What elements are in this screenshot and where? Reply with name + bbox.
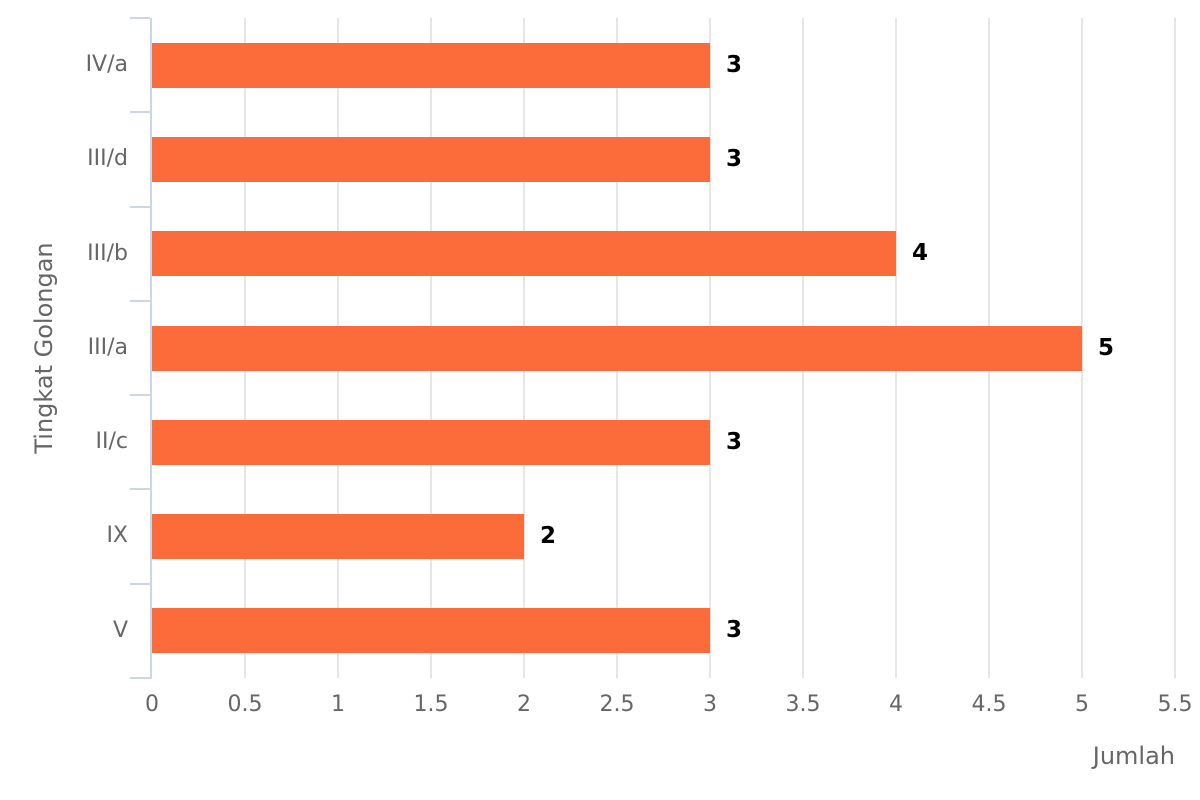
y-axis-category-label: III/b	[87, 240, 128, 266]
bar-value-label: 3	[726, 617, 743, 644]
x-axis-tick-label: 1	[331, 692, 345, 717]
x-axis-tick-label: 5	[1075, 692, 1089, 717]
bar-II-c[interactable]	[152, 419, 710, 465]
bar-value-label: 5	[1098, 334, 1115, 361]
x-axis-tick-label: 5.5	[1157, 692, 1193, 717]
bar-value-label: 4	[912, 240, 929, 267]
x-axis-tick-label: 0	[145, 692, 159, 717]
y-axis-category-label: II/c	[95, 429, 128, 455]
bar-V[interactable]	[152, 608, 710, 654]
bar-III-d[interactable]	[152, 136, 710, 182]
x-axis-tick-label: 1.5	[413, 692, 449, 717]
x-axis-tick-label: 4.5	[971, 692, 1007, 717]
bar-value-label: 3	[726, 51, 743, 78]
gridline	[1081, 18, 1083, 678]
y-axis-category-label: IX	[106, 523, 128, 549]
bar-value-label: 2	[540, 523, 557, 550]
y-axis-category-label: III/a	[87, 334, 128, 360]
x-axis-tick-label: 3.5	[785, 692, 821, 717]
x-axis-tick-label: 3	[703, 692, 717, 717]
y-axis-tick	[130, 583, 150, 585]
bar-value-label: 3	[726, 145, 743, 172]
x-axis-tick-label: 4	[889, 692, 903, 717]
bar-IX[interactable]	[152, 514, 524, 560]
y-axis-category-label: V	[112, 617, 128, 643]
x-axis-tick-label: 2.5	[599, 692, 635, 717]
y-axis-tick	[130, 17, 150, 19]
y-axis-category-label: III/d	[87, 146, 128, 172]
gridline	[1174, 18, 1176, 678]
bar-III-b[interactable]	[152, 231, 896, 277]
bar-IV-a[interactable]	[152, 42, 710, 88]
y-axis-tick	[130, 677, 150, 679]
y-axis-tick	[130, 488, 150, 490]
plot-area: 3 3 4 5 3 2 3	[130, 17, 1176, 679]
x-axis-tick-label: 0.5	[227, 692, 263, 717]
bar-III-a[interactable]	[152, 325, 1082, 371]
y-axis-tick	[130, 394, 150, 396]
x-axis-title: Jumlah	[1092, 742, 1175, 770]
y-axis-tick	[130, 206, 150, 208]
x-axis-tick-label: 2	[517, 692, 531, 717]
y-axis-tick	[130, 111, 150, 113]
y-axis-line	[150, 18, 152, 679]
bar-value-label: 3	[726, 428, 743, 455]
y-axis-tick	[130, 300, 150, 302]
y-axis-category-label: IV/a	[85, 52, 128, 77]
